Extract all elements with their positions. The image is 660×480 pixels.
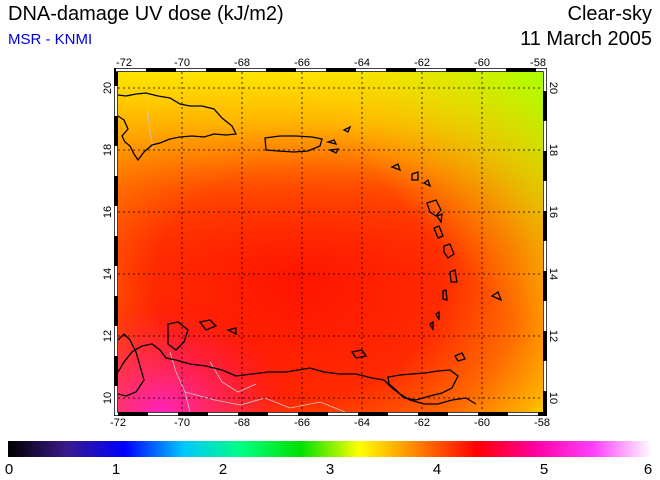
colorbar-label: 0 <box>5 461 13 478</box>
lat-tick-label: 20 <box>547 82 559 94</box>
lat-tick-label: 14 <box>102 268 114 280</box>
lon-tick-label: -60 <box>474 417 490 429</box>
graticule <box>118 72 543 412</box>
barbados-coast <box>490 291 503 302</box>
map-title: DNA-damage UV dose (kJ/m2) <box>8 3 284 25</box>
lon-tick-label: -66 <box>294 57 310 69</box>
lon-tick-label: -70 <box>174 417 190 429</box>
colorbar-label: 6 <box>644 461 652 478</box>
puerto-rico-coast <box>264 135 323 153</box>
border-inland-2 <box>209 361 257 393</box>
venezuela-coast <box>118 343 477 405</box>
lon-tick-label: -68 <box>234 57 250 69</box>
source-label: MSR - KNMI <box>8 31 93 48</box>
hispaniola-coast <box>118 92 238 162</box>
lat-tick-label: 10 <box>547 392 559 404</box>
maracaibo-coast <box>118 333 145 397</box>
paraguana-coast <box>167 321 189 351</box>
leeward-islands-north <box>390 163 432 188</box>
grenadines-coast <box>429 310 440 331</box>
saint-lucia-coast <box>449 269 458 283</box>
saint-vincent-coast <box>442 289 448 301</box>
border-hispaniola <box>146 94 154 149</box>
dominica-coast <box>433 225 444 239</box>
colorbar <box>8 441 652 457</box>
lon-tick-label: -62 <box>414 57 430 69</box>
lat-tick-label: 10 <box>102 392 114 404</box>
lon-tick-label: -68 <box>234 417 250 429</box>
border-venezuela-west <box>169 351 191 412</box>
guadeloupe-coast <box>426 199 442 217</box>
lon-tick-label: -64 <box>354 57 370 69</box>
lat-tick-labels-right: 10 12 14 16 18 20 <box>547 82 559 404</box>
lon-tick-label: -70 <box>174 57 190 69</box>
lat-tick-label: 16 <box>102 206 114 218</box>
lon-tick-label: -72 <box>110 417 126 429</box>
lat-tick-label: 18 <box>547 144 559 156</box>
lon-tick-labels-top: -72 -70 -68 -66 -64 -62 -60 -58 <box>116 57 546 69</box>
margarita-coast <box>350 349 368 359</box>
date-label: 11 March 2005 <box>520 28 652 50</box>
lat-tick-label: 12 <box>547 330 559 342</box>
virgin-islands-coast <box>325 139 340 154</box>
lon-tick-label: -58 <box>534 417 550 429</box>
colorbar-label: 1 <box>112 461 120 478</box>
lon-tick-label: -66 <box>294 417 310 429</box>
sky-condition-label: Clear-sky <box>567 3 652 25</box>
lon-tick-label: -72 <box>116 57 132 69</box>
lat-tick-label: 18 <box>102 144 114 156</box>
colorbar-label: 5 <box>540 461 548 478</box>
tobago-coast <box>454 352 466 362</box>
lat-tick-labels-left: 10 12 14 16 18 20 <box>102 82 114 404</box>
lat-tick-label: 16 <box>547 206 559 218</box>
lat-tick-label: 20 <box>102 82 114 94</box>
lon-tick-label: -58 <box>530 57 546 69</box>
lat-tick-label: 14 <box>547 268 559 280</box>
colorbar-label: 2 <box>219 461 227 478</box>
curacao-coast <box>198 319 218 331</box>
marie-galante-coast <box>436 212 443 224</box>
colorbar-labels: 0 1 2 3 4 5 6 <box>5 461 652 478</box>
anegada-coast <box>342 125 352 133</box>
lat-tick-label: 12 <box>102 330 114 342</box>
lon-tick-label: -64 <box>354 417 370 429</box>
colorbar-label: 4 <box>433 461 441 478</box>
martinique-coast <box>443 243 455 259</box>
bonaire-coast <box>226 327 237 336</box>
coastlines <box>118 92 503 405</box>
colorbar-label: 3 <box>326 461 334 478</box>
uv-field <box>118 72 543 412</box>
lon-tick-label: -62 <box>414 417 430 429</box>
map-frame-dashes <box>114 68 547 416</box>
uv-field-southwest <box>118 72 543 412</box>
lon-tick-labels-bottom: -72 -70 -68 -66 -64 -62 -60 -58 <box>110 417 550 429</box>
lon-tick-label: -60 <box>474 57 490 69</box>
